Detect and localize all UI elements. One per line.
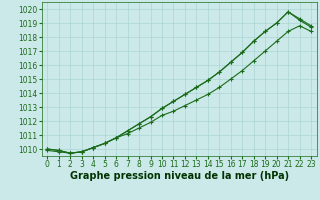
- X-axis label: Graphe pression niveau de la mer (hPa): Graphe pression niveau de la mer (hPa): [70, 171, 289, 181]
